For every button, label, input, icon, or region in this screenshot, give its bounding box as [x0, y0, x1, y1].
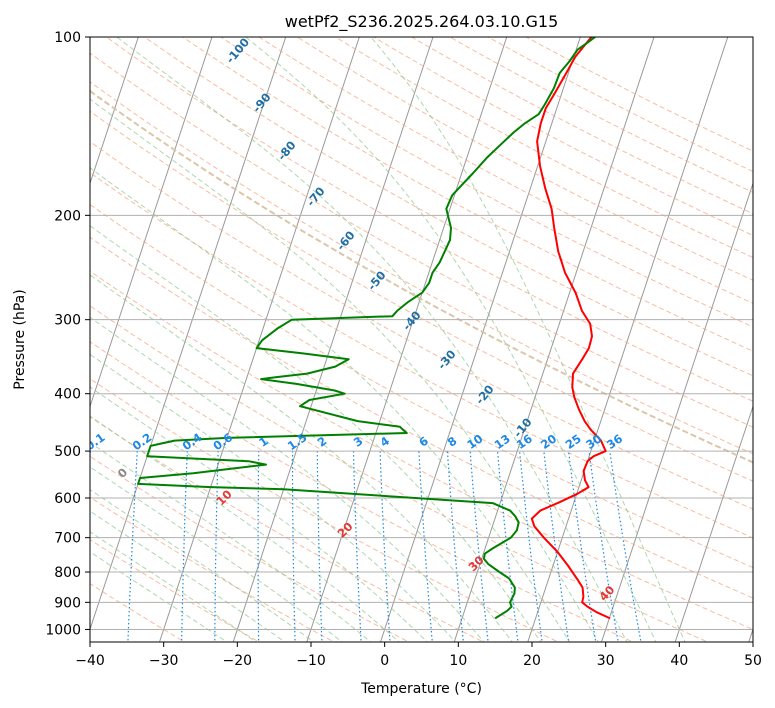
chart-title: wetPf2_S236.2025.264.03.10.G15 [285, 12, 559, 32]
isotherm-line [379, 37, 581, 642]
y-tick-label: 100 [54, 30, 81, 46]
profile-lines [137, 37, 611, 620]
dry-adiabat-line [90, 110, 753, 482]
isotherm-line [90, 37, 287, 631]
dewpoint-profile-line [137, 37, 596, 620]
y-tick-label: 500 [54, 444, 81, 460]
y-tick-label: 800 [54, 565, 81, 581]
x-tick-label: 30 [597, 653, 615, 669]
x-axis-title: Temperature (°C) [360, 681, 482, 697]
mixing-ratio-line [214, 451, 219, 642]
mixing-ratio-line [181, 451, 188, 642]
mixing-ratio-line [90, 451, 91, 465]
x-tick-label: 0 [380, 653, 389, 669]
dry-adiabat-line [90, 236, 753, 599]
dry-adiabat-line [90, 52, 753, 428]
moist-adiabat-line [116, 37, 628, 642]
x-axis-ticks: −40 −30 −20 −10 0 10 20 30 40 50 [75, 642, 762, 669]
x-tick-label: −40 [75, 653, 105, 669]
dry-adiabat-line [90, 172, 753, 539]
moist-adiabat-line [90, 274, 513, 642]
isotherm-line [90, 37, 139, 185]
moist-adiabat-line [245, 37, 657, 642]
y-axis-ticks: 100 200 300 400 500 600 700 800 900 1000 [45, 30, 90, 638]
x-tick-label: 40 [670, 653, 688, 669]
x-tick-label: 50 [744, 653, 762, 669]
mixing-ratio-line [352, 451, 362, 642]
y-tick-label: 200 [54, 208, 81, 224]
mixing-ratio-line [127, 451, 138, 642]
mixing-ratio-line [609, 451, 642, 642]
mixing-ratio-line [291, 451, 296, 642]
isotherm-line [306, 37, 508, 642]
dry-adiabat-line [105, 37, 753, 402]
mixing-ratio-line [316, 451, 323, 642]
x-tick-label: 20 [523, 653, 541, 669]
y-tick-label: 1000 [45, 622, 81, 638]
moist-adiabat-line [370, 37, 686, 642]
isotherm-line [0, 24, 69, 645]
isotherm-line [90, 37, 213, 409]
y-tick-label: 700 [54, 531, 81, 547]
isotherm-line [527, 37, 729, 642]
y-axis-title: Pressure (hPa) [12, 289, 28, 389]
x-tick-label: −30 [149, 653, 179, 669]
x-tick-label: −10 [296, 653, 326, 669]
mixing-ratio-line [588, 451, 619, 642]
plot-frame [89, 36, 754, 643]
y-tick-label: 600 [54, 491, 81, 507]
temperature-profile-line [530, 37, 611, 620]
y-tick-label: 900 [54, 595, 81, 611]
mixing-ratio-line [568, 451, 597, 642]
y-tick-label: 300 [54, 313, 81, 329]
isotherm-line [674, 404, 753, 642]
x-tick-label: −20 [223, 653, 253, 669]
dry-adiabat-line [90, 203, 753, 569]
dry-adiabat-line [90, 81, 753, 455]
isotherm-line [158, 37, 360, 642]
x-tick-label: 10 [449, 653, 467, 669]
y-tick-label: 400 [54, 387, 81, 403]
isotherm-line [600, 181, 753, 642]
mixing-ratio-line [257, 451, 260, 642]
dry-adiabat-line [90, 140, 753, 510]
isotherm-line [232, 37, 434, 642]
